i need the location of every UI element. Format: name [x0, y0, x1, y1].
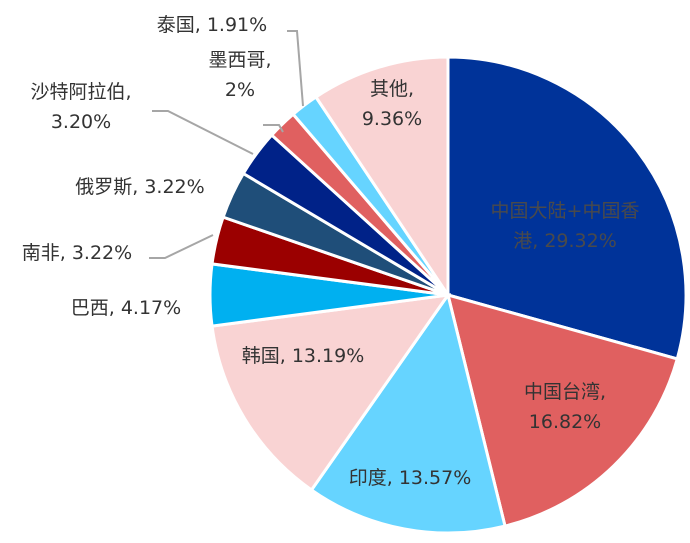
- data-label-line: 中国大陆+中国香: [491, 200, 640, 222]
- leader-line: [152, 110, 254, 155]
- data-labels: 中国大陆+中国香港, 29.32% 中国台湾, 16.82% 印度, 13.57% 韩国…: [22, 14, 640, 489]
- data-label: 俄罗斯, 3.22%: [75, 176, 204, 198]
- pie-slice: [445, 292, 680, 528]
- data-label-line: 南非, 3.22%: [22, 242, 132, 264]
- pie-slice: [313, 55, 450, 300]
- leader-line: [263, 124, 284, 133]
- data-label: 巴西, 4.17%: [71, 297, 181, 319]
- data-label-line: 中国台湾,: [524, 381, 606, 403]
- leader-line: [287, 30, 304, 107]
- data-label: 印度, 13.57%: [349, 467, 472, 489]
- pie-slice: [210, 293, 452, 493]
- data-label: 南非, 3.22%: [22, 242, 132, 264]
- data-label-line: 巴西, 4.17%: [71, 297, 181, 319]
- data-label-line: 2%: [225, 79, 255, 101]
- data-label-line: 9.36%: [362, 108, 422, 130]
- data-label: 其他, 9.36%: [362, 78, 422, 130]
- data-label: 沙特阿拉伯, 3.20%: [30, 81, 131, 133]
- data-label: 韩国, 13.19%: [242, 345, 365, 367]
- pie-slice: [446, 55, 688, 361]
- data-label-line: 3.20%: [51, 111, 111, 133]
- pie-slice: [309, 291, 507, 535]
- leader-line: [149, 234, 214, 259]
- data-label-line: 港, 29.32%: [513, 230, 617, 252]
- data-label: 泰国, 1.91%: [157, 14, 267, 36]
- data-label: 墨西哥, 2%: [208, 49, 271, 101]
- data-label-line: 其他,: [370, 78, 414, 100]
- data-label-line: 沙特阿拉伯,: [30, 81, 131, 103]
- data-label-line: 韩国, 13.19%: [242, 345, 365, 367]
- data-label-line: 泰国, 1.91%: [157, 14, 267, 36]
- leader-lines: [149, 30, 304, 259]
- data-label-line: 印度, 13.57%: [349, 467, 472, 489]
- data-label-line: 俄罗斯, 3.22%: [75, 176, 204, 198]
- data-label: 中国大陆+中国香港, 29.32%: [491, 200, 640, 252]
- data-label: 中国台湾, 16.82%: [524, 381, 606, 433]
- pie-slices: [208, 55, 688, 535]
- data-label-line: 墨西哥,: [208, 49, 271, 71]
- data-label-line: 16.82%: [529, 411, 601, 433]
